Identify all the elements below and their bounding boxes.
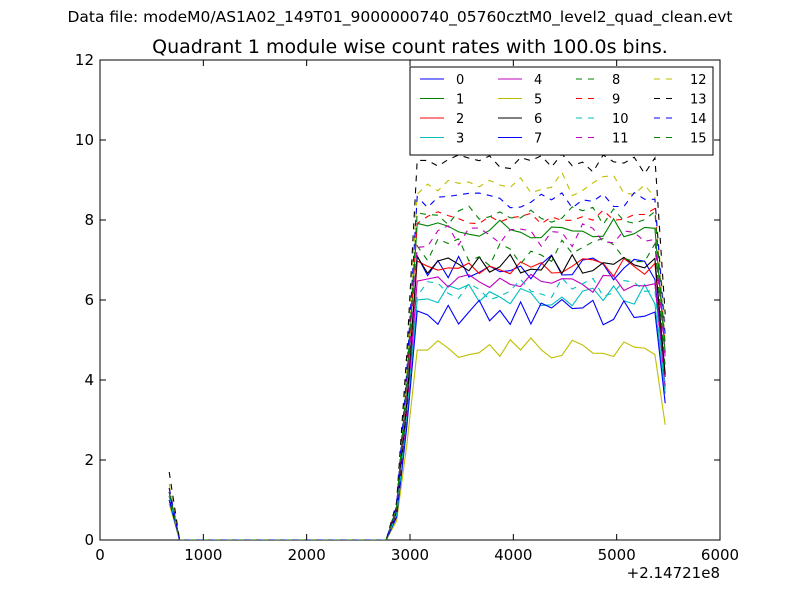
series-line-8 [168, 237, 666, 540]
series-line-5 [168, 337, 666, 540]
series-line-15 [168, 205, 666, 540]
y-tick-label: 0 [84, 531, 94, 549]
legend-label-13: 13 [690, 93, 707, 108]
series-line-6 [168, 253, 666, 540]
series-line-3 [168, 283, 666, 540]
legend-label-15: 15 [690, 132, 707, 147]
legend-label-6: 6 [534, 112, 542, 127]
legend-label-12: 12 [690, 73, 707, 88]
legend-label-8: 8 [612, 73, 620, 88]
x-tick-label: 5000 [598, 546, 636, 564]
series-line-11 [168, 223, 666, 540]
y-tick-label: 12 [75, 51, 94, 69]
legend-label-7: 7 [534, 132, 542, 147]
x-tick-label: 2000 [288, 546, 326, 564]
x-tick-label: 3000 [391, 546, 429, 564]
legend-label-5: 5 [534, 93, 542, 108]
y-tick-label: 10 [75, 131, 94, 149]
x-tick-label: 0 [95, 546, 105, 564]
y-tick-label: 6 [84, 291, 94, 309]
legend-label-9: 9 [612, 93, 620, 108]
series-line-13 [168, 153, 666, 540]
x-tick-label: 4000 [494, 546, 532, 564]
legend-label-3: 3 [456, 132, 464, 147]
series-line-10 [168, 277, 666, 540]
x-tick-label: 1000 [184, 546, 222, 564]
chart-title: Quadrant 1 module wise count rates with … [152, 36, 668, 58]
legend-label-0: 0 [456, 73, 464, 88]
legend-label-11: 11 [612, 132, 629, 147]
y-tick-label: 8 [84, 211, 94, 229]
series-line-12 [168, 171, 666, 540]
legend-label-14: 14 [690, 112, 707, 127]
series-line-9 [168, 207, 666, 540]
series-line-14 [168, 191, 666, 540]
legend-label-2: 2 [456, 112, 464, 127]
y-tick-label: 4 [84, 371, 94, 389]
legend-label-4: 4 [534, 73, 542, 88]
legend-label-10: 10 [612, 112, 629, 127]
x-tick-label: 6000 [701, 546, 739, 564]
legend-box [409, 66, 714, 156]
series-line-4 [168, 273, 666, 540]
x-offset-text: +2.14721e8 [627, 564, 720, 582]
y-tick-label: 2 [84, 451, 94, 469]
legend-label-1: 1 [456, 93, 464, 108]
series-line-7 [168, 298, 666, 540]
supertitle: Data file: modeM0/AS1A02_149T01_90000007… [67, 8, 733, 26]
